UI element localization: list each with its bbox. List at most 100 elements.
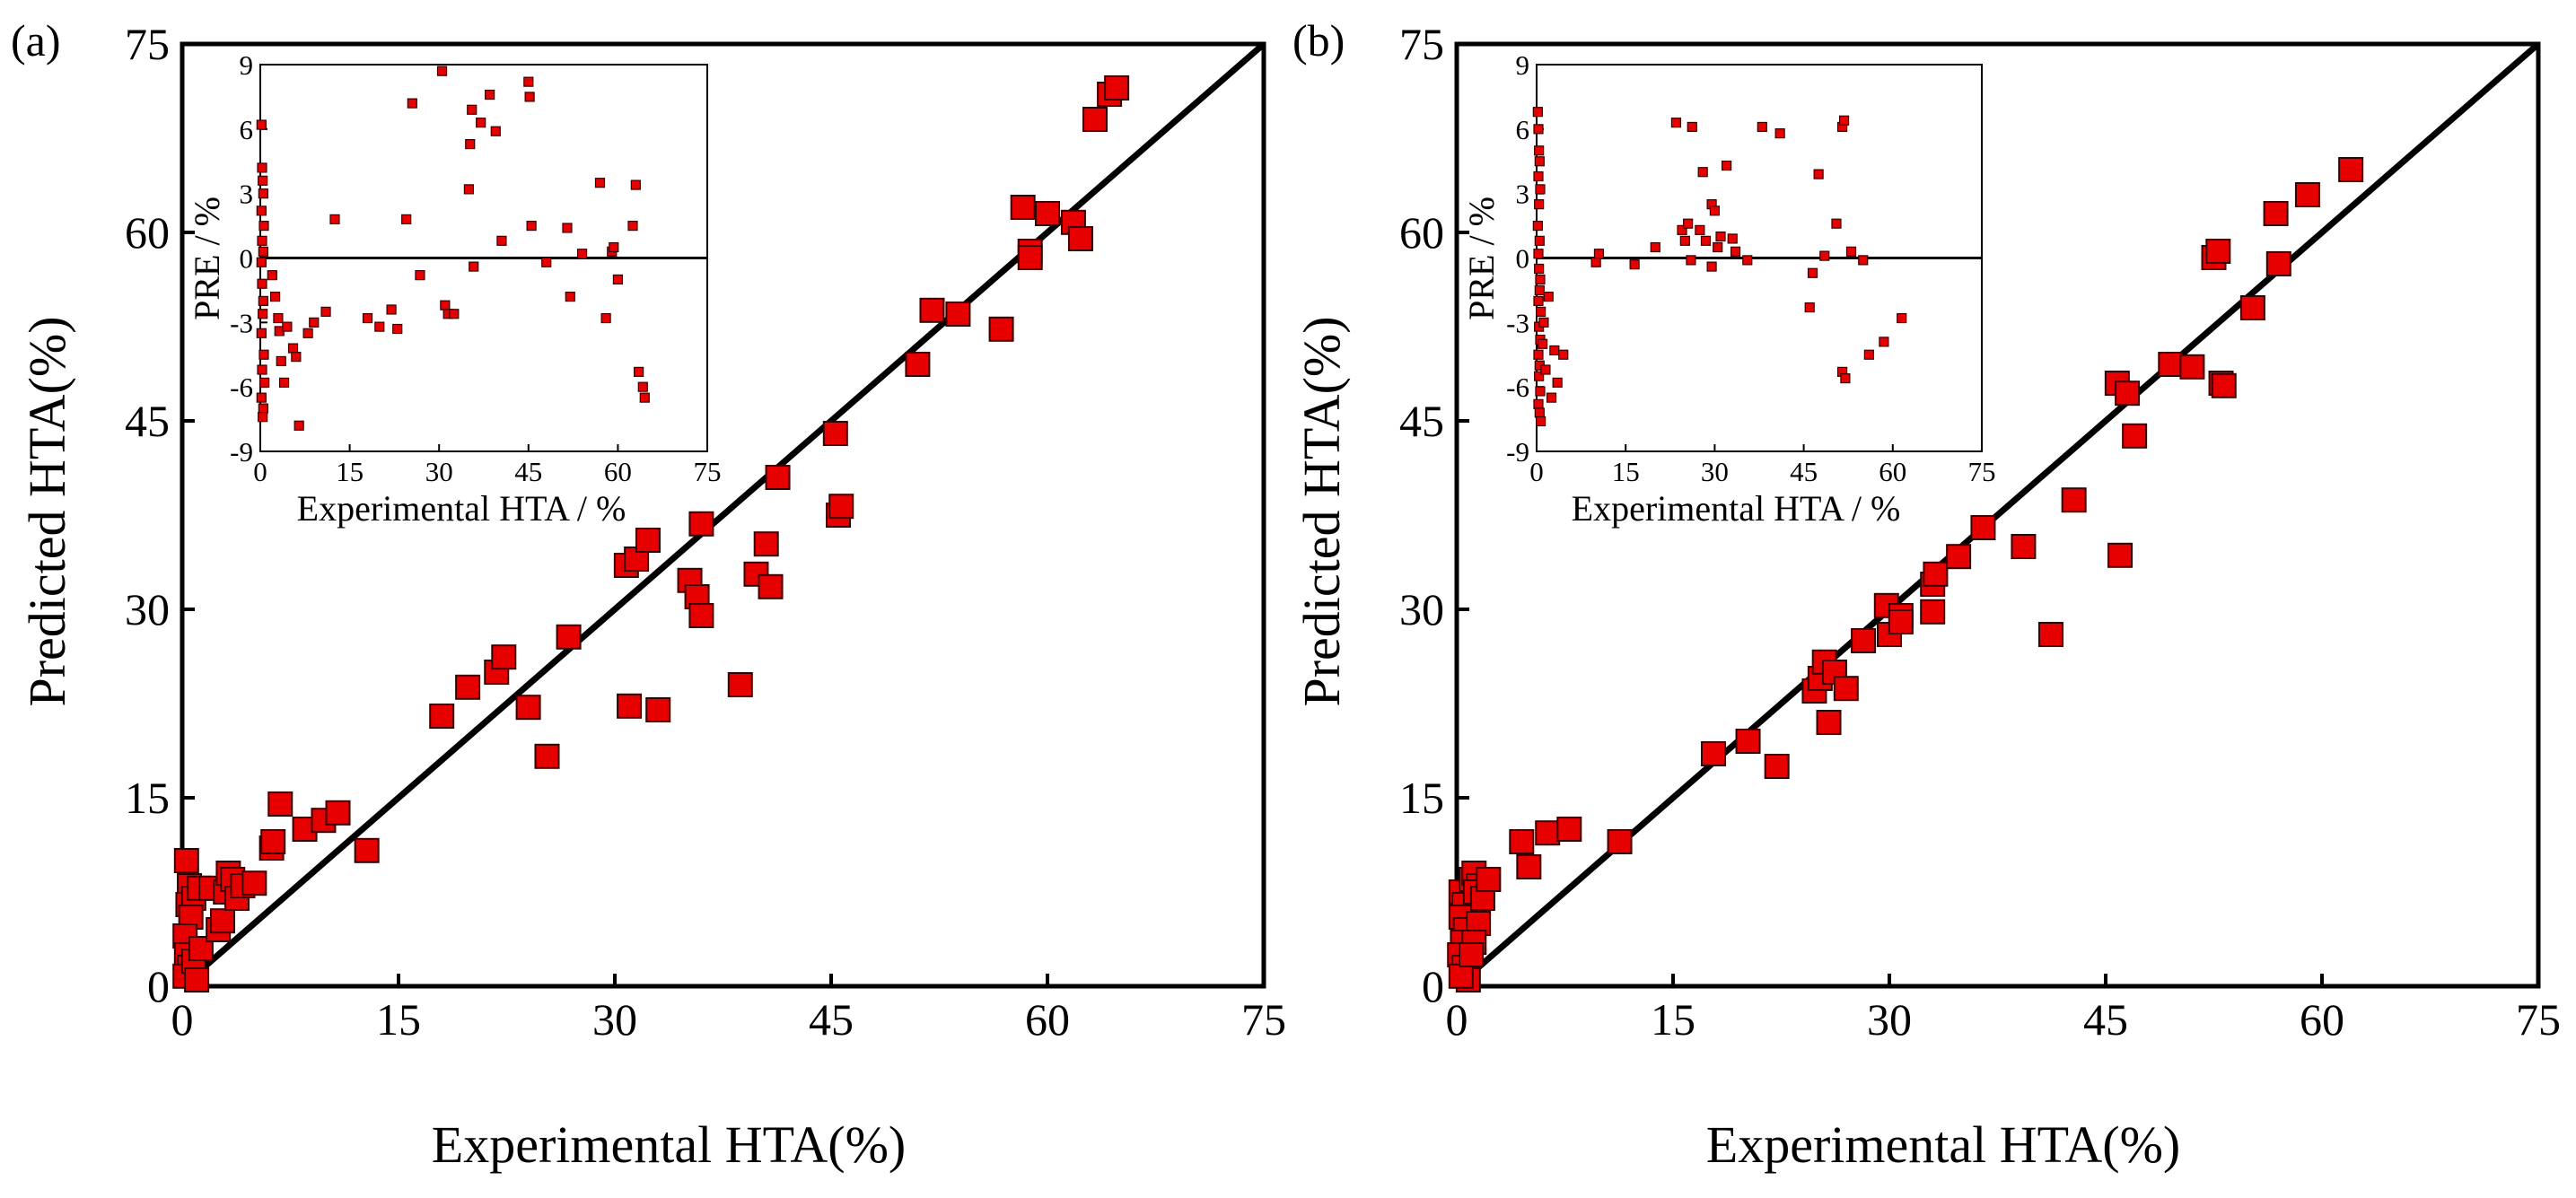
inset-x-tick-label: 0 bbox=[1529, 456, 1544, 487]
inset-y-tick-label: 9 bbox=[240, 49, 254, 81]
data-point bbox=[919, 297, 945, 323]
data-point bbox=[209, 908, 235, 934]
data-point bbox=[1035, 201, 1060, 226]
inset-data-point bbox=[362, 312, 373, 324]
inset-data-point bbox=[273, 312, 284, 324]
data-point bbox=[1970, 515, 1996, 540]
inset-y-tick-label: 9 bbox=[1516, 49, 1530, 81]
inset-data-point bbox=[1534, 371, 1545, 381]
inset-x-tick-label: 30 bbox=[425, 456, 453, 487]
inset-data-point bbox=[1534, 235, 1545, 246]
inset-y-tick-label: -9 bbox=[230, 436, 253, 468]
data-point bbox=[2122, 423, 2148, 449]
inset-data-point bbox=[1695, 224, 1705, 235]
inset-y-tick-label: -6 bbox=[230, 372, 253, 403]
inset-plot-a: 0 15 30 45 60 75 -9 -6 -3 0 3 6 9 bbox=[230, 49, 721, 487]
inset-data-point bbox=[1840, 372, 1851, 384]
data-point bbox=[1764, 754, 1790, 779]
data-point bbox=[2338, 157, 2364, 182]
inset-data-point bbox=[1549, 345, 1560, 356]
inset-data-point bbox=[291, 352, 302, 363]
inset-data-point bbox=[436, 66, 448, 76]
data-point bbox=[1816, 710, 1842, 735]
inset-data-point bbox=[1538, 338, 1548, 349]
inset-data-point bbox=[1546, 392, 1557, 403]
inset-data-point bbox=[258, 175, 268, 186]
inset-data-point bbox=[256, 119, 267, 130]
data-point bbox=[1509, 829, 1535, 854]
inset-data-point bbox=[415, 270, 425, 281]
data-point bbox=[1535, 820, 1561, 846]
inset-data-point bbox=[524, 92, 535, 102]
data-point bbox=[617, 693, 643, 719]
inset-data-point bbox=[258, 403, 268, 414]
inset-data-point bbox=[1534, 199, 1545, 210]
data-point bbox=[688, 511, 714, 537]
data-point bbox=[267, 791, 294, 817]
y-tick-label: 15 bbox=[1399, 773, 1444, 823]
inset-data-point bbox=[256, 328, 267, 338]
y-tick-label: 15 bbox=[125, 773, 170, 823]
inset-data-point bbox=[257, 162, 267, 173]
inset-data-point bbox=[562, 223, 573, 233]
inset-data-point bbox=[496, 235, 507, 246]
inset-data-point bbox=[463, 184, 475, 195]
data-point bbox=[173, 848, 199, 873]
inset-y-tick-label: 3 bbox=[240, 179, 254, 210]
inset-data-point bbox=[257, 364, 267, 375]
inset-x-tick-label: 75 bbox=[1968, 456, 1996, 487]
inset-data-point bbox=[1535, 184, 1546, 195]
inset-data-point bbox=[1558, 349, 1569, 360]
data-point bbox=[325, 800, 351, 826]
inset-data-point bbox=[320, 306, 331, 317]
inset-data-point bbox=[258, 246, 268, 257]
data-point bbox=[2265, 251, 2291, 276]
inset-y-tick-label: 6 bbox=[240, 114, 254, 145]
inset-x-tick-label: 60 bbox=[1879, 456, 1906, 487]
inset-data-point bbox=[256, 392, 267, 403]
inset-x-tick-label: 45 bbox=[1790, 456, 1818, 487]
data-point bbox=[765, 465, 791, 490]
inset-y-tick-label: -6 bbox=[1506, 372, 1529, 403]
inset-x-tick-label: 60 bbox=[604, 456, 632, 487]
data-point bbox=[455, 674, 481, 700]
inset-x-axis-label-a: Experimental HTA / % bbox=[297, 488, 626, 529]
y-tick-label: 45 bbox=[1399, 396, 1444, 446]
x-tick-label: 0 bbox=[1446, 994, 1468, 1045]
inset-data-point bbox=[287, 343, 299, 354]
data-point bbox=[2239, 295, 2265, 320]
inset-data-point bbox=[1879, 337, 1889, 347]
inset-data-point bbox=[1715, 231, 1726, 242]
inset-data-point bbox=[1534, 145, 1545, 156]
inset-y-tick-label: 0 bbox=[240, 243, 254, 275]
inset-x-tick-label: 15 bbox=[336, 456, 364, 487]
inset-data-point bbox=[1838, 115, 1850, 126]
y-tick-label: 60 bbox=[125, 207, 170, 258]
inset-data-point bbox=[1538, 317, 1549, 328]
data-point bbox=[905, 352, 931, 377]
x-axis-label-a: Experimental HTA(%) bbox=[432, 1115, 906, 1174]
inset-data-point bbox=[1713, 241, 1723, 253]
x-tick-label: 45 bbox=[2083, 994, 2128, 1045]
inset-data-point bbox=[1593, 249, 1605, 259]
inset-data-point bbox=[374, 321, 385, 332]
inset-x-tick-label: 30 bbox=[1701, 456, 1729, 487]
data-point bbox=[1946, 544, 1972, 570]
inset-data-point bbox=[1774, 128, 1785, 139]
inset-data-point bbox=[278, 377, 290, 388]
data-point bbox=[1851, 628, 1877, 653]
x-tick-label: 15 bbox=[376, 994, 421, 1045]
data-point bbox=[1920, 599, 1946, 625]
data-point bbox=[241, 870, 267, 896]
data-point bbox=[1010, 195, 1036, 220]
data-point bbox=[1448, 963, 1474, 989]
inset-data-point bbox=[1683, 218, 1694, 229]
inset-data-point bbox=[1677, 224, 1687, 235]
inset-data-point bbox=[1831, 218, 1842, 229]
inset-data-point bbox=[476, 118, 486, 128]
y-tick-label: 45 bbox=[125, 396, 170, 446]
inset-data-point bbox=[1858, 255, 1869, 266]
inset-data-point bbox=[526, 220, 537, 232]
inset-data-point bbox=[1727, 233, 1738, 244]
inset-x-tick-label: 15 bbox=[1612, 456, 1640, 487]
